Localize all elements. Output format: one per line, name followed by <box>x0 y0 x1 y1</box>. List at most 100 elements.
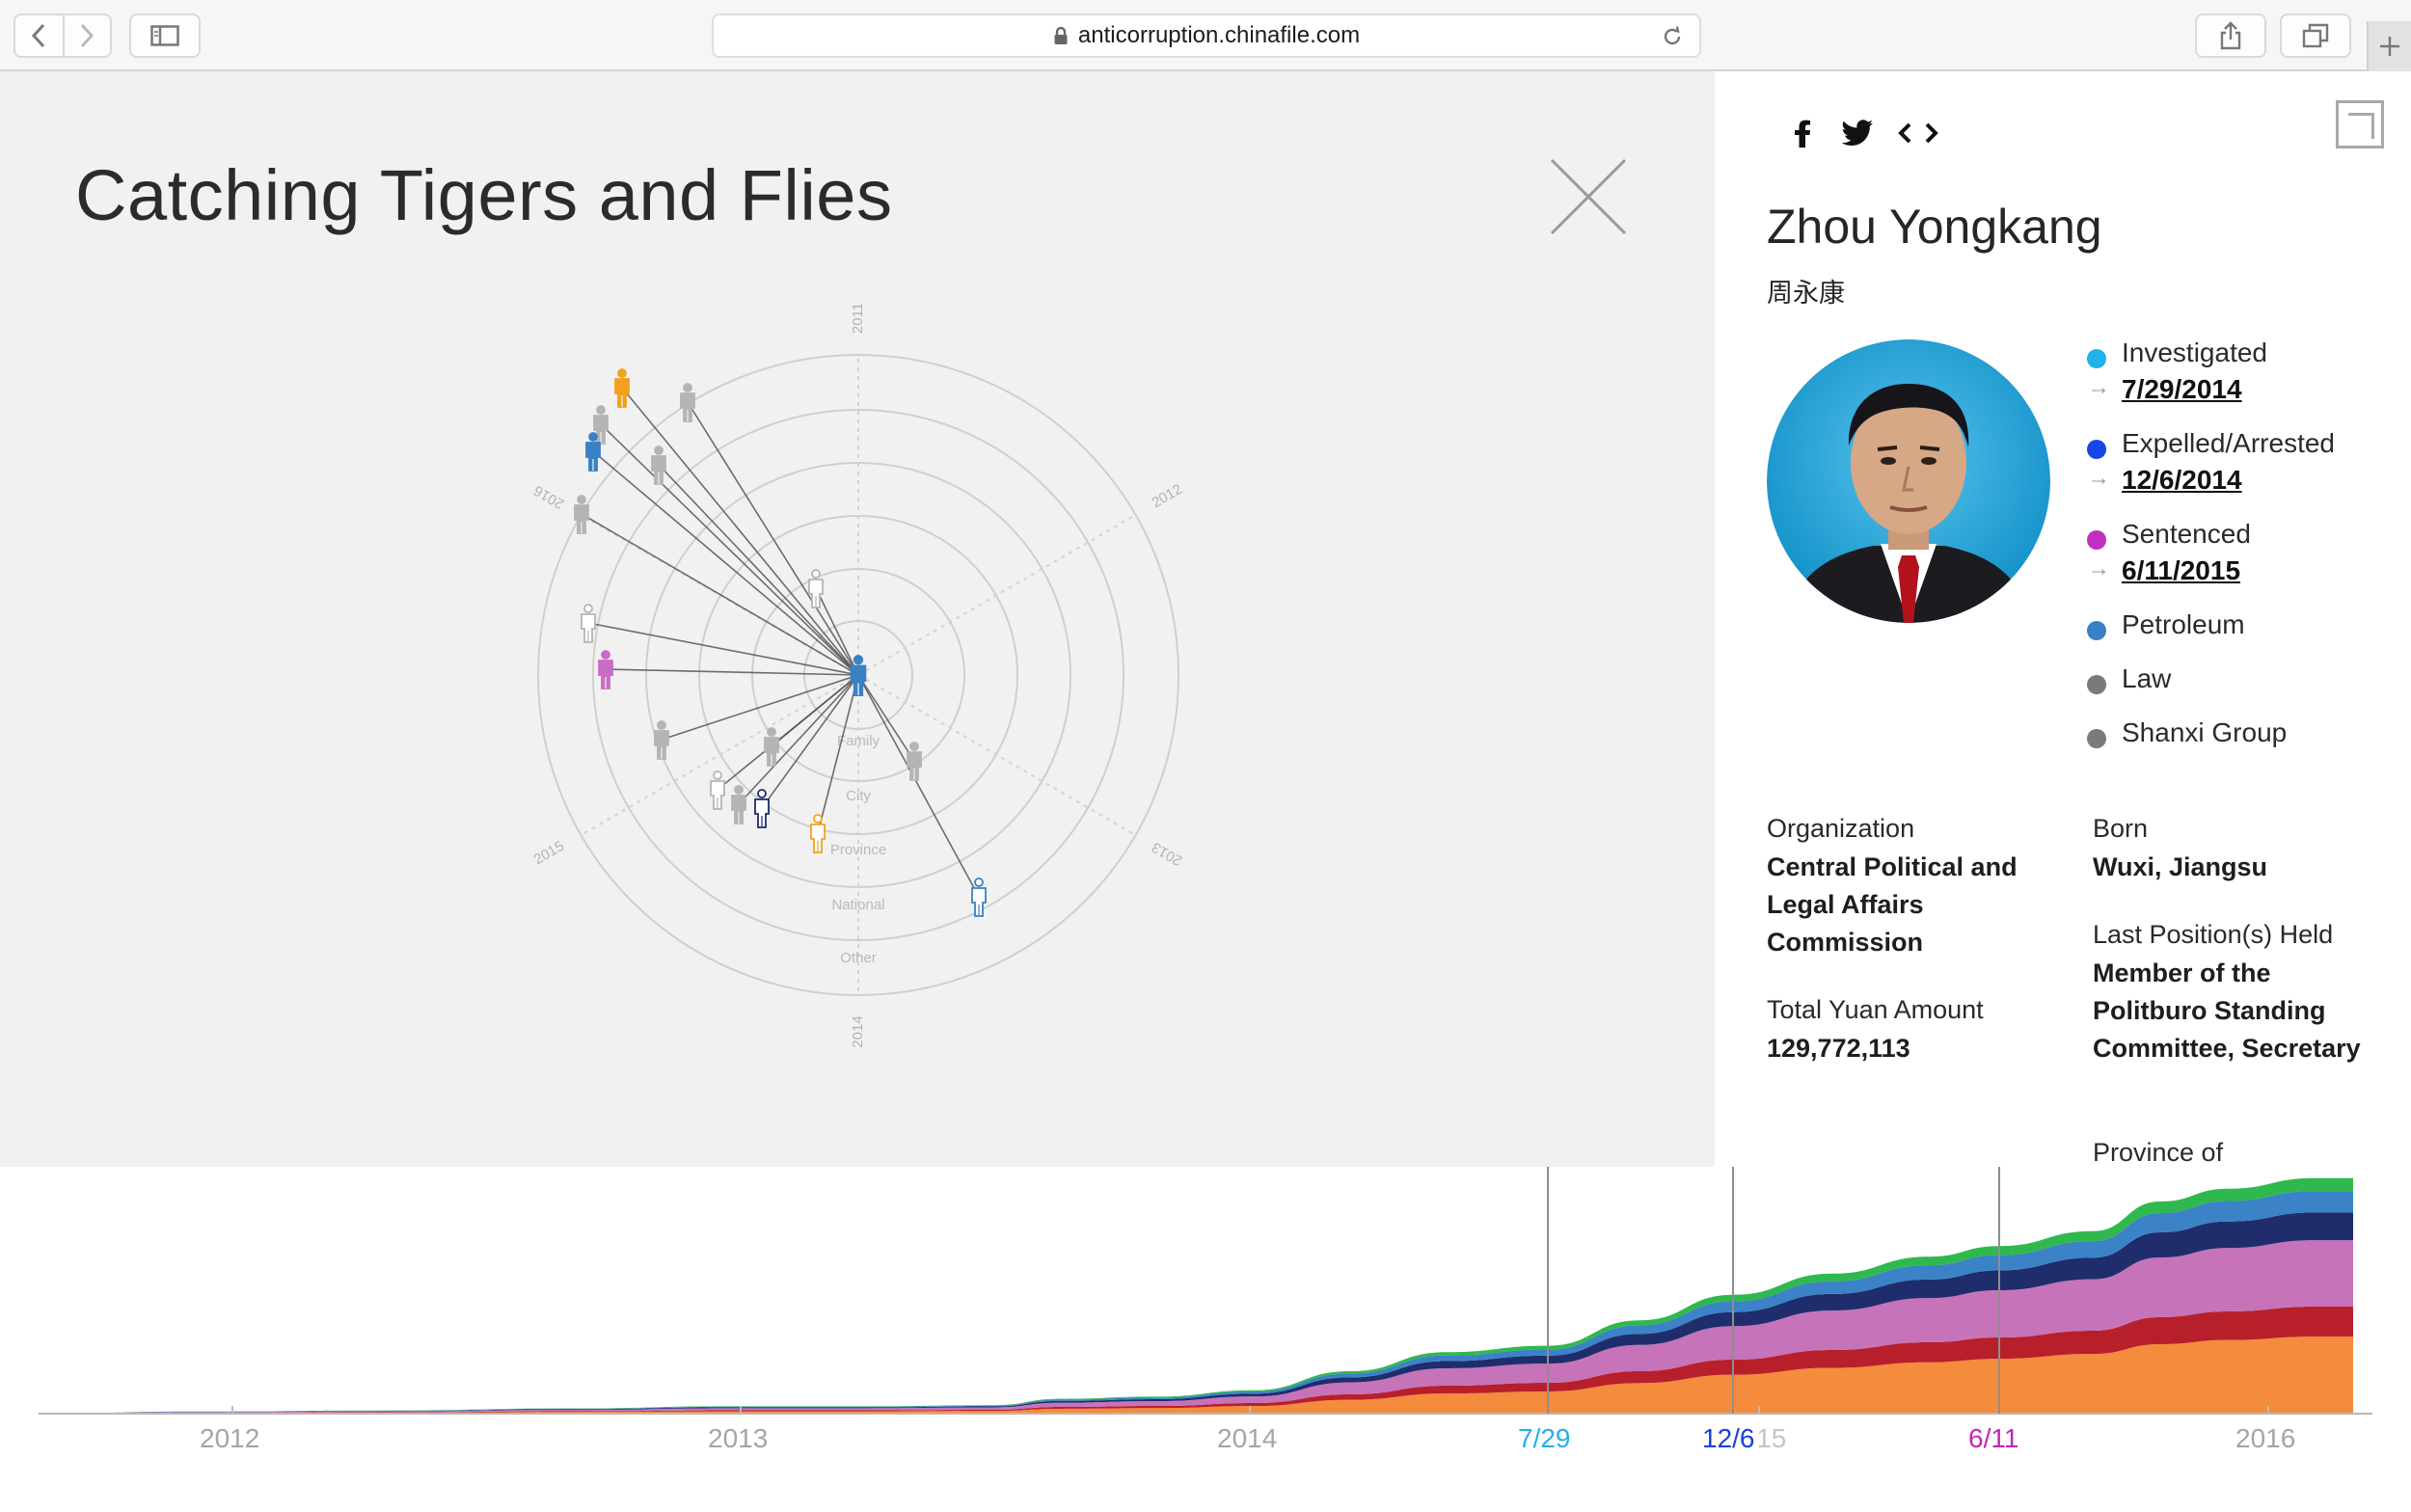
province-label: Province of <box>2093 1138 2224 1167</box>
person-figure-icon[interactable] <box>850 655 867 696</box>
twitter-share-button[interactable] <box>1838 106 1877 160</box>
last-position-label: Last Position(s) Held <box>2093 920 2334 949</box>
reload-icon[interactable] <box>1661 25 1684 48</box>
timeline-year-label: 2013 <box>708 1423 769 1453</box>
person-figure-icon[interactable] <box>585 432 601 472</box>
forward-button[interactable] <box>62 15 110 56</box>
tag-label: Petroleum <box>2122 609 2245 639</box>
connection-line <box>738 674 859 805</box>
radial-ring-label: Province <box>830 842 886 858</box>
connection-lines <box>581 387 980 898</box>
new-tab-button[interactable] <box>2367 21 2411 71</box>
back-button[interactable] <box>15 15 63 56</box>
status-date-link[interactable]: 7/29/2014 <box>2122 374 2242 404</box>
tag-label: Law <box>2122 663 2172 693</box>
person-figure-icon[interactable] <box>598 650 613 689</box>
facebook-icon <box>1795 120 1810 148</box>
lock-icon <box>1054 26 1068 44</box>
tag-dot <box>2087 675 2106 694</box>
status-dot <box>2087 440 2106 459</box>
tag-petroleum[interactable]: Petroleum <box>2087 609 2396 663</box>
status-expelled-arrested: Expelled/Arrested → 12/6/2014 <box>2087 428 2396 519</box>
status-label: Sentenced <box>2122 519 2251 549</box>
tabs-overview-button[interactable] <box>2280 14 2351 58</box>
stacked-area-layer <box>39 1240 2353 1414</box>
person-figure-icon[interactable] <box>614 368 630 408</box>
stacked-area-layer <box>39 1336 2353 1414</box>
marker-label-sentenced[interactable]: 6/11 <box>1968 1423 2019 1453</box>
back-icon <box>32 23 45 48</box>
person-chinese-name: 周永康 <box>1767 279 1845 309</box>
timeline-ticks <box>231 1406 2269 1414</box>
person-figure-icon[interactable] <box>907 742 922 781</box>
navigation-buttons <box>14 14 112 58</box>
radial-ring-label: Other <box>840 950 877 966</box>
person-figure-icon[interactable] <box>680 383 695 422</box>
radial-ring <box>592 409 1124 941</box>
person-figure-icon[interactable] <box>754 789 770 828</box>
timeline-year-label: 2014 <box>1217 1423 1278 1453</box>
born-label: Born <box>2093 814 2149 843</box>
person-figure-icon[interactable] <box>581 604 596 643</box>
browser-toolbar: anticorruption.chinafile.com <box>0 0 2411 71</box>
marker-label-expelled[interactable]: 12/6 <box>1702 1423 1759 1454</box>
status-date-link[interactable]: 12/6/2014 <box>2122 465 2242 495</box>
person-figure-icon[interactable] <box>654 720 669 760</box>
expand-panel-button[interactable] <box>2336 100 2384 148</box>
close-icon[interactable] <box>1548 156 1629 237</box>
person-portrait <box>1767 339 2050 623</box>
radial-spoke <box>857 674 1137 836</box>
url-text: anticorruption.chinafile.com <box>1077 22 1361 48</box>
radial-year-label: 2014 <box>850 1015 866 1047</box>
embed-button[interactable] <box>1896 106 1940 160</box>
sidebar-icon <box>150 25 179 46</box>
connection-line <box>592 450 859 676</box>
status-dot <box>2087 530 2106 550</box>
radial-year-label: 2013 <box>1149 839 1184 869</box>
tag-dot <box>2087 729 2106 748</box>
tag-shanxi-group[interactable]: Shanxi Group <box>2087 717 2396 771</box>
radial-year-label: 2015 <box>531 838 567 868</box>
timeline-year-label: 2012 <box>200 1423 260 1453</box>
marker-label-investigated[interactable]: 7/29 <box>1518 1423 1571 1453</box>
tag-law[interactable]: Law <box>2087 663 2396 717</box>
connection-line <box>661 674 859 741</box>
radial-ring-label: City <box>846 788 871 804</box>
facebook-share-button[interactable] <box>1786 106 1819 160</box>
person-figure-icon[interactable] <box>574 495 589 534</box>
timeline-svg <box>39 1167 2372 1415</box>
connection-line <box>857 674 915 762</box>
born-value: Wuxi, Jiangsu <box>2093 852 2268 881</box>
connection-line <box>815 587 859 676</box>
person-figure-icon[interactable] <box>651 446 666 485</box>
last-position-value: Member of the Politburo Standing Committ… <box>2093 958 2361 1063</box>
person-figures[interactable] <box>574 368 987 917</box>
stacked-area-layer <box>39 1307 2353 1414</box>
visualization-panel: Catching Tigers and Flies 2011 2012 2013 20… <box>0 71 1715 1167</box>
connection-line <box>658 464 859 676</box>
sidebar-toggle-button[interactable] <box>129 14 201 58</box>
person-figure-icon[interactable] <box>764 727 779 767</box>
radial-spoke <box>857 514 1137 676</box>
connection-line <box>587 622 859 676</box>
embed-icon <box>1898 122 1938 144</box>
connection-line <box>687 401 859 676</box>
address-bar[interactable]: anticorruption.chinafile.com <box>712 14 1701 58</box>
connection-line <box>581 513 859 676</box>
connection-line <box>857 674 980 898</box>
plus-icon <box>2380 37 2399 56</box>
person-figure-icon[interactable] <box>731 785 746 824</box>
person-figure-icon[interactable] <box>808 569 824 608</box>
person-figure-icon[interactable] <box>971 878 987 917</box>
person-figure-icon[interactable] <box>710 770 725 810</box>
status-label: Investigated <box>2122 338 2267 367</box>
status-date-link[interactable]: 6/11/2015 <box>2122 555 2241 585</box>
timeline-year-label: 2016 <box>2235 1423 2296 1453</box>
share-button[interactable] <box>2195 14 2266 58</box>
status-dot <box>2087 349 2106 368</box>
radial-ring-label: National <box>831 897 884 913</box>
timeline-chart[interactable]: 2012 2013 2014 2015 2016 7/29 12/6 6/11 <box>0 1167 2411 1507</box>
radial-year-label: 2011 <box>850 303 866 334</box>
person-detail-panel: Zhou Yongkang 周永康 Investig <box>1715 71 2411 1167</box>
person-figure-icon[interactable] <box>810 814 826 853</box>
